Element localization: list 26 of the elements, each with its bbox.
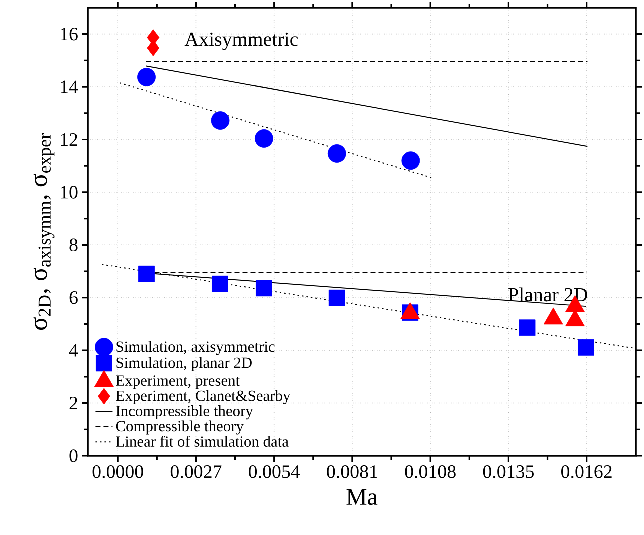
legend-label: Experiment, Clanet&Searby [116,390,291,404]
y-tick-label: 14 [61,80,78,94]
legend-label: Experiment, present [116,376,240,390]
y-tick-label: 2 [70,397,78,410]
legend-label: Incompressible theory [116,406,254,420]
x-tick-label: 0.0027 [170,466,222,478]
x-tick-label: 0.0081 [327,466,378,478]
y-axis-title: σ$_{2D}$, σ$_{axisymm}$, σ$_{exper}$ [34,134,55,330]
x-tick-label: 0.0108 [405,466,456,478]
y-tick-label: 8 [70,238,78,252]
y-tick-label: 0 [70,450,78,462]
x-tick-label: 0.0054 [249,466,300,478]
x-axis-title: Ma [346,489,378,506]
x-tick-label: 0.0000 [92,466,144,478]
y-tick-label: 12 [61,133,78,146]
y-tick-label: 16 [61,28,78,41]
y-tick-label: 4 [69,344,78,357]
annotation: Axisymmetric [184,32,298,50]
legend-label: Linear fit of simulation data [116,436,289,447]
x-tick-label: 0.0135 [483,466,534,478]
legend-label: Simulation, axisymmetric [116,341,275,356]
legend-label: Simulation, planar 2D [116,357,252,372]
y-tick-label: 6 [70,292,78,304]
y-tick-label: 10 [61,186,78,199]
legend-label: Compressible theory [116,420,244,435]
x-tick-label: 0.0162 [562,466,612,478]
